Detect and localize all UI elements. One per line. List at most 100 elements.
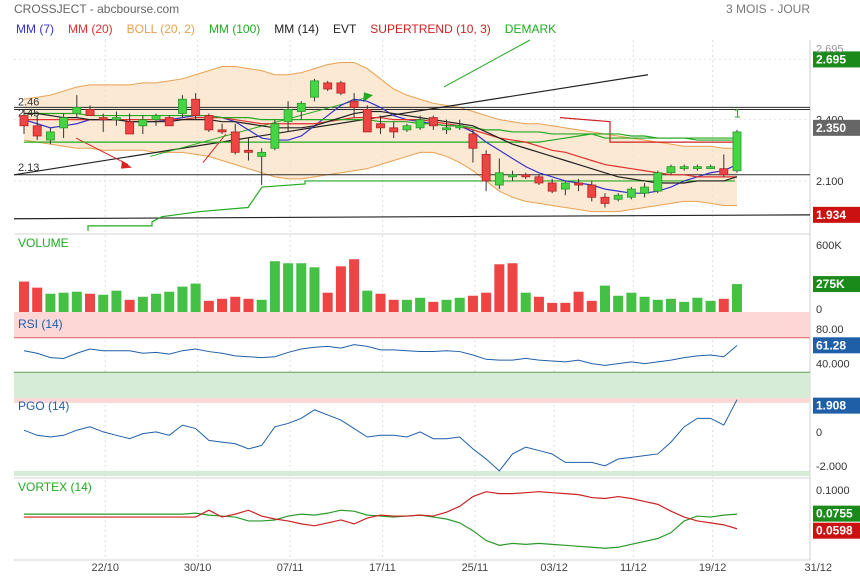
- candle-body: [376, 123, 385, 129]
- candle-body: [138, 119, 148, 127]
- volume-bar: [32, 287, 43, 312]
- volume-bar: [217, 298, 228, 312]
- volume-bar: [362, 290, 373, 312]
- volume-bar: [494, 264, 505, 312]
- volume-bar: [45, 293, 56, 312]
- x-tick-label: 07/11: [277, 562, 304, 574]
- volume-bar: [151, 293, 162, 312]
- volume-bar: [401, 299, 412, 312]
- volume-bar: [388, 299, 399, 312]
- volume-bar: [613, 295, 624, 312]
- overbought-zone: [14, 398, 810, 404]
- candle-body: [336, 82, 346, 94]
- volume-bar: [573, 291, 584, 312]
- x-tick-label: 19/12: [699, 562, 727, 574]
- candle-body: [574, 182, 583, 186]
- price-tag-value: 275K: [816, 277, 845, 291]
- demark-arrow-line: [443, 39, 531, 88]
- volume-bar: [309, 267, 320, 312]
- volume-bar: [177, 286, 188, 312]
- candle-body: [178, 98, 187, 114]
- candle-body: [85, 109, 95, 116]
- volume-bar: [124, 299, 135, 312]
- candle-body: [415, 119, 425, 129]
- volume-bar: [19, 281, 29, 312]
- volume-bar: [98, 294, 109, 312]
- candle-body: [270, 123, 280, 149]
- candle-body: [46, 131, 55, 141]
- y-tick-label: 2.695: [816, 43, 844, 55]
- candle-body: [19, 115, 29, 127]
- volume-bar: [705, 300, 716, 312]
- volume-bar: [560, 302, 571, 312]
- volume-bar: [164, 291, 175, 312]
- volume-bar: [626, 292, 637, 312]
- candle-body: [112, 117, 121, 121]
- demark-count-label: 1: [734, 107, 741, 121]
- y-tick-label: -2.000: [816, 461, 847, 473]
- price-tag-value: 1.908: [816, 399, 846, 413]
- level-label: 2.13: [18, 162, 39, 174]
- chart-title: CROSSJECT - abcbourse.com: [14, 2, 180, 16]
- legend-item: MM (14): [274, 22, 319, 36]
- supertrend-red-line: [559, 117, 734, 143]
- candle-body: [402, 125, 412, 131]
- volume-bar: [349, 259, 360, 312]
- candle-body: [164, 117, 174, 127]
- legend-item: MM (100): [209, 22, 260, 36]
- volume-bar: [481, 292, 492, 312]
- x-tick-label: 11/12: [620, 562, 647, 574]
- panel-title: VORTEX (14): [18, 480, 92, 494]
- demark-arrow-line: [149, 96, 369, 157]
- legend-item: MM (20): [68, 22, 113, 36]
- bollinger-upper-line: [23, 61, 737, 149]
- volume-bar: [283, 263, 294, 312]
- volume-bar: [467, 295, 478, 312]
- volume-bar: [256, 299, 267, 312]
- x-tick-label: 25/11: [462, 562, 489, 574]
- legend-item: DEMARK: [505, 22, 556, 36]
- trend-line-up: [13, 74, 649, 176]
- volume-bar: [71, 291, 82, 312]
- volume-bar: [269, 261, 280, 312]
- candle-body: [151, 115, 161, 121]
- candle-body: [521, 174, 531, 178]
- demark-step-line: [87, 180, 735, 231]
- volume-bar: [441, 299, 452, 312]
- candle-body: [59, 117, 69, 129]
- volume-bar: [428, 301, 439, 312]
- volume-bar: [679, 301, 690, 312]
- volume-bar: [415, 297, 426, 312]
- vortex-line: [24, 491, 738, 530]
- y-tick-label: 600K: [816, 240, 842, 252]
- candle-body: [442, 127, 451, 131]
- price-tag-value: 1.934: [816, 208, 846, 222]
- candle-body: [534, 176, 544, 184]
- candle-body: [666, 166, 676, 174]
- candle-body: [706, 166, 715, 170]
- demark-arrow-head: [363, 92, 373, 103]
- price-tag: [813, 206, 860, 223]
- candle-body: [72, 107, 82, 114]
- volume-bar: [375, 293, 386, 312]
- volume-bar: [322, 292, 333, 312]
- x-tick-label: 17/11: [369, 562, 396, 574]
- candle-body: [613, 194, 623, 200]
- period-label[interactable]: 3 MOIS - JOUR: [725, 2, 810, 16]
- pgo-line: [23, 399, 738, 472]
- candle-body: [600, 196, 610, 204]
- oversold-zone: [14, 470, 810, 476]
- y-tick-label: 80.00: [816, 324, 844, 336]
- price-tag-value: 2.695: [816, 52, 846, 66]
- price-tag: [813, 276, 860, 293]
- candle-body: [217, 129, 227, 133]
- bollinger-lower-line: [23, 139, 737, 213]
- overbought-zone: [14, 312, 810, 338]
- x-tick-label: 30/10: [184, 562, 212, 574]
- x-tick-label: 22/10: [91, 562, 119, 574]
- candle-body: [389, 127, 399, 133]
- volume-bar: [507, 263, 518, 312]
- volume-bar: [586, 300, 597, 312]
- trend-line-support: [13, 214, 811, 220]
